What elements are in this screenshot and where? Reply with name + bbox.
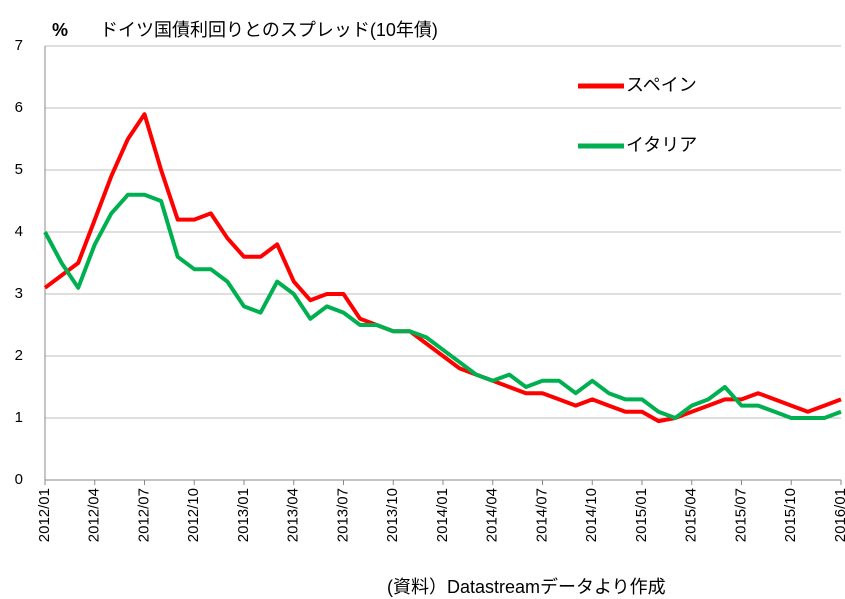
y-tick-label: 2 — [15, 347, 23, 364]
x-tick-label: 2014/07 — [533, 488, 550, 542]
x-tick-label: 2016/01 — [832, 488, 845, 542]
x-tick-label: 2013/04 — [285, 488, 302, 542]
series-line — [43, 192, 842, 420]
y-tick-label: 0 — [15, 471, 23, 488]
x-tick-label: 2013/10 — [384, 488, 401, 542]
x-tick-label: 2014/01 — [434, 488, 451, 542]
x-tick-label: 2012/10 — [185, 488, 202, 542]
x-tick-label: 2012/07 — [135, 488, 152, 542]
x-tick-label: 2015/10 — [782, 488, 799, 542]
y-tick-label: 1 — [15, 409, 23, 426]
x-tick-label: 2012/04 — [86, 488, 103, 542]
chart-title: ドイツ国債利回りとのスプレッド(10年債) — [100, 20, 438, 40]
x-tick-label: 2013/01 — [235, 488, 252, 542]
y-tick-label: 3 — [15, 285, 23, 302]
legend-label: イタリア — [626, 135, 697, 155]
x-tick-label: 2015/04 — [683, 488, 700, 542]
x-tick-label: 2014/10 — [583, 488, 600, 542]
x-tick-label: 2014/04 — [484, 488, 501, 542]
x-tick-label: 2015/01 — [633, 488, 650, 542]
x-tick-label: 2013/07 — [334, 488, 351, 542]
y-tick-label: 5 — [15, 161, 23, 178]
y-tick-label: 4 — [15, 223, 23, 240]
x-tick-label: 2015/07 — [732, 488, 749, 542]
y-tick-label: 7 — [15, 37, 23, 54]
source-note: (資料）Datastreamデータより作成 — [387, 577, 666, 597]
series-line — [43, 112, 842, 424]
y-axis-label: % — [52, 20, 68, 40]
x-tick-label: 2012/01 — [36, 488, 53, 542]
y-tick-label: 6 — [15, 99, 23, 116]
legend-label: スペイン — [626, 75, 697, 95]
